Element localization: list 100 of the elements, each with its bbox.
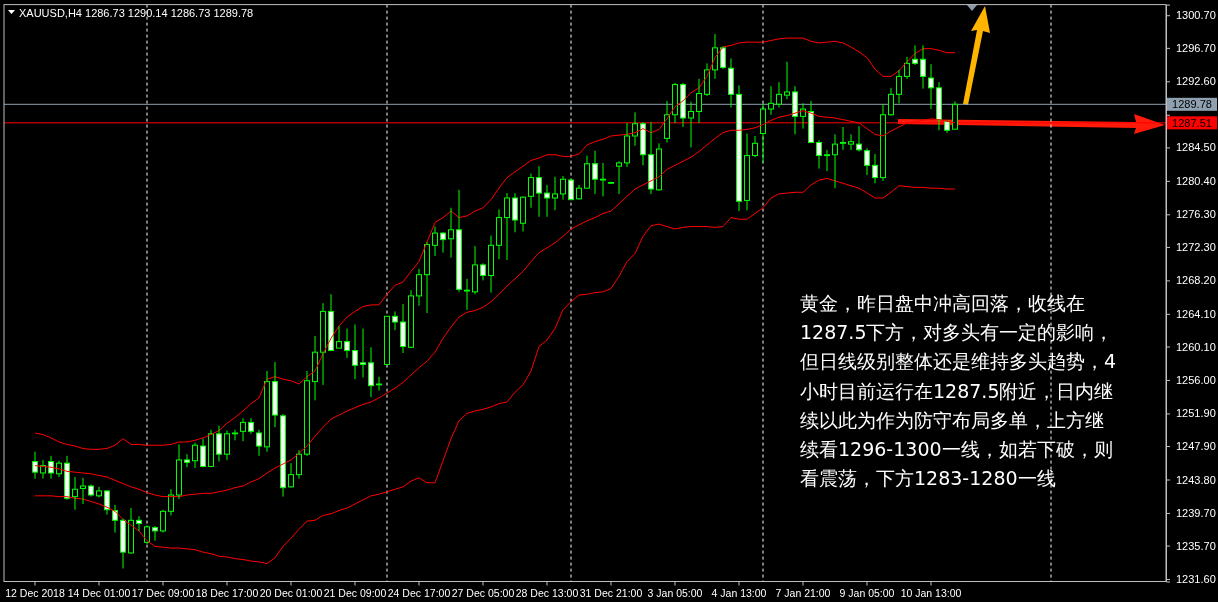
candlestick <box>688 101 694 148</box>
candlestick <box>392 310 398 331</box>
candlestick <box>464 278 470 311</box>
y-tick-label: 1268.20 <box>1176 274 1216 287</box>
x-tick-label: 7 Jan 21:00 <box>775 586 831 599</box>
candlestick <box>856 125 862 152</box>
candlestick <box>72 476 78 511</box>
candlestick <box>888 87 894 116</box>
candlestick <box>728 57 734 108</box>
x-tick-label: 21 Dec 09:00 <box>323 586 387 599</box>
candlestick <box>128 507 134 554</box>
candlestick <box>152 525 158 542</box>
y-tick-label: 1231.60 <box>1176 573 1216 586</box>
candlestick <box>848 133 854 151</box>
candlestick <box>224 430 230 461</box>
candlestick <box>408 289 414 348</box>
candlestick <box>168 488 174 516</box>
candlestick <box>624 122 630 168</box>
candlestick <box>424 241 430 314</box>
candlestick <box>552 176 558 211</box>
candlestick <box>256 429 262 457</box>
candlestick <box>632 111 638 147</box>
y-tick-label: 1243.80 <box>1176 473 1216 486</box>
candlestick <box>744 133 750 211</box>
y-tick-label: 1276.30 <box>1176 208 1216 221</box>
candlestick <box>232 429 238 441</box>
candlestick <box>376 376 382 392</box>
candlestick <box>104 490 110 516</box>
candlestick <box>784 61 790 100</box>
x-tick-label: 17 Dec 09:00 <box>131 586 195 599</box>
candlestick <box>360 328 366 378</box>
y-tick-label: 1247.90 <box>1176 440 1216 453</box>
candlestick <box>584 155 590 189</box>
candlestick <box>136 515 142 532</box>
candlestick <box>280 413 286 498</box>
candlestick <box>488 235 494 294</box>
x-tick-label: 9 Jan 05:00 <box>839 586 895 599</box>
candlestick <box>720 45 726 70</box>
x-tick-label: 24 Dec 17:00 <box>387 586 451 599</box>
y-tick-label: 1251.90 <box>1176 407 1216 420</box>
candlestick <box>432 226 438 257</box>
x-tick-label: 12 Dec 2018 <box>5 586 65 599</box>
candlestick <box>248 417 254 435</box>
candlestick <box>216 425 222 463</box>
candlestick <box>576 184 582 200</box>
candlestick <box>88 483 94 498</box>
candlestick <box>32 451 38 480</box>
candlestick <box>440 232 446 254</box>
y-tick-label: 1272.30 <box>1176 240 1216 253</box>
candlestick <box>304 370 310 457</box>
candlestick <box>400 303 406 354</box>
candlestick <box>696 78 702 124</box>
x-tick-label: 4 Jan 13:00 <box>711 586 767 599</box>
x-tick-label: 3 Jan 05:00 <box>647 586 703 599</box>
candlestick <box>904 56 910 80</box>
chart-title: XAUUSD,H4 1286.73 1290.14 1286.73 1289.78 <box>19 6 254 19</box>
candlestick <box>568 177 574 201</box>
y-tick-label: 1260.10 <box>1176 340 1216 353</box>
candlestick <box>816 139 822 170</box>
candlestick <box>416 268 422 307</box>
x-tick-label: 10 Jan 13:00 <box>900 586 962 599</box>
candlestick <box>368 346 374 398</box>
candlestick <box>832 133 838 189</box>
candlestick <box>680 82 686 128</box>
candlestick <box>736 84 742 212</box>
candlestick <box>96 486 102 498</box>
candlestick <box>592 150 598 195</box>
y-tick-label: 1235.70 <box>1176 539 1216 552</box>
candlestick <box>80 477 86 505</box>
candlestick <box>336 325 342 349</box>
candlestick <box>240 417 246 442</box>
candlestick <box>616 160 622 195</box>
annotation: 但日线级别整体还是维持多头趋势，4 <box>800 350 1117 373</box>
y-tick-label: 1264.10 <box>1176 307 1216 320</box>
candlestick <box>344 328 350 359</box>
annotation: 看震荡，下方1283-1280一线 <box>800 467 1056 490</box>
x-tick-label: 28 Dec 13:00 <box>515 586 579 599</box>
y-tick-label: 1239.70 <box>1176 506 1216 519</box>
candlestick <box>40 459 46 480</box>
y-tick-label: 1280.40 <box>1176 174 1216 187</box>
annotation: 续以此为作为防守布局多单，上方继 <box>800 408 1104 431</box>
candlestick <box>328 293 334 352</box>
candlestick <box>864 147 870 176</box>
candlestick <box>120 518 126 569</box>
candlestick <box>536 165 542 218</box>
candlestick <box>664 100 670 143</box>
candlestick <box>456 189 462 293</box>
candlestick <box>160 509 166 534</box>
x-tick-label: 14 Dec 01:00 <box>67 586 131 599</box>
candlestick <box>808 100 814 143</box>
candlestick <box>296 449 302 480</box>
candlestick <box>528 173 534 209</box>
candlestick <box>952 100 958 130</box>
candlestick <box>648 121 654 195</box>
candlestick <box>496 208 502 260</box>
candlestick <box>288 462 294 488</box>
candlestick <box>928 63 934 110</box>
x-tick-label: 27 Dec 05:00 <box>451 586 515 599</box>
annotation: 黄金，昨日盘中冲高回落，收线在 <box>800 291 1085 314</box>
candlestick <box>600 162 606 197</box>
